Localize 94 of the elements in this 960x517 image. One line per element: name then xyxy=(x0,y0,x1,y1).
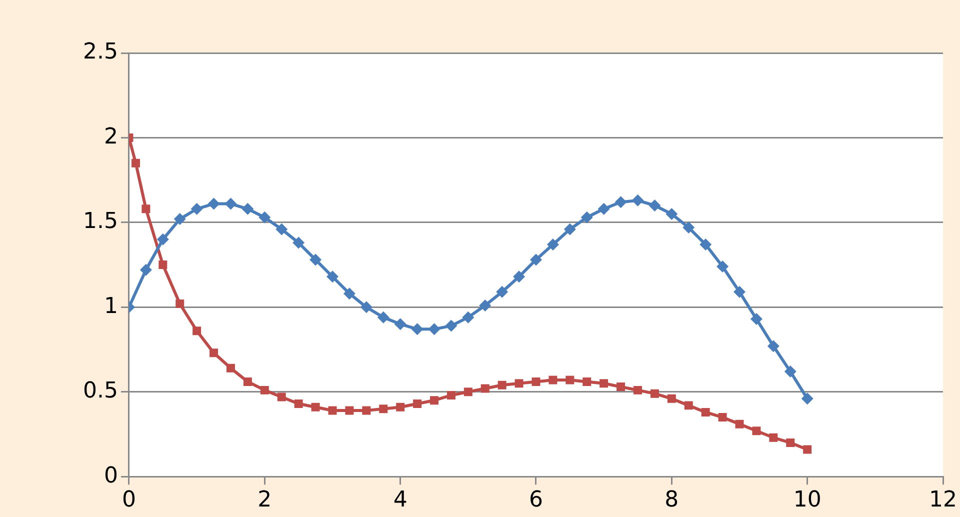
point xyxy=(530,254,542,266)
point xyxy=(769,433,778,442)
point xyxy=(208,198,220,210)
y-tick-label: 1.5 xyxy=(82,209,118,234)
point xyxy=(734,286,746,298)
point xyxy=(328,406,337,415)
point xyxy=(600,379,608,388)
point xyxy=(614,196,627,208)
x-tick-label: 2 xyxy=(258,488,272,513)
point xyxy=(192,326,202,336)
point xyxy=(158,260,168,270)
point xyxy=(411,323,424,336)
point xyxy=(226,364,235,372)
y-tick-label: 2.5 xyxy=(82,40,118,65)
point xyxy=(616,382,626,392)
point xyxy=(479,299,492,312)
y-tick-label: 2 xyxy=(104,124,118,150)
point xyxy=(310,254,322,266)
y-tick-label: 0 xyxy=(104,463,118,488)
point xyxy=(532,377,540,386)
point xyxy=(650,389,659,398)
point xyxy=(666,208,678,220)
point xyxy=(190,202,203,215)
point xyxy=(260,386,269,394)
point xyxy=(514,379,524,388)
point xyxy=(345,406,354,415)
point xyxy=(784,366,796,378)
point xyxy=(582,377,592,386)
point xyxy=(379,404,388,414)
point xyxy=(648,199,661,212)
point xyxy=(752,426,761,436)
point xyxy=(598,202,610,215)
point xyxy=(326,270,338,283)
point xyxy=(176,300,184,308)
point xyxy=(462,311,474,324)
x-tick-label: 8 xyxy=(664,488,679,513)
x-tick-label: 12 xyxy=(929,488,958,513)
x-tick-label: 4 xyxy=(393,488,408,513)
point xyxy=(343,288,356,300)
point xyxy=(242,202,254,215)
point xyxy=(396,402,405,412)
point xyxy=(682,222,695,234)
point xyxy=(566,376,574,384)
point xyxy=(513,270,526,283)
point xyxy=(210,348,218,358)
point xyxy=(140,264,152,276)
point xyxy=(142,204,150,214)
point xyxy=(174,213,186,226)
point xyxy=(786,438,795,447)
point xyxy=(413,400,422,408)
point xyxy=(498,380,506,390)
point xyxy=(224,198,237,210)
point xyxy=(311,402,320,412)
point xyxy=(801,392,814,405)
x-tick-label: 10 xyxy=(793,488,822,513)
point xyxy=(716,260,729,272)
point xyxy=(294,400,303,408)
point xyxy=(632,194,644,206)
x-tick-label: 6 xyxy=(528,488,543,513)
point xyxy=(480,384,490,393)
point xyxy=(258,211,271,224)
point xyxy=(362,406,371,415)
point xyxy=(564,223,576,236)
point xyxy=(277,392,286,402)
y-tick-label: 1 xyxy=(104,294,118,319)
point xyxy=(718,413,727,422)
point xyxy=(634,386,642,394)
point xyxy=(684,401,693,410)
point xyxy=(132,158,140,168)
point xyxy=(667,394,676,403)
point xyxy=(394,318,406,330)
point xyxy=(546,238,559,250)
point xyxy=(803,445,812,454)
y-tick-label: 0.5 xyxy=(82,378,118,404)
point xyxy=(445,320,458,332)
point xyxy=(430,396,438,405)
point xyxy=(750,313,762,326)
point xyxy=(360,301,372,314)
point xyxy=(735,420,744,428)
point xyxy=(767,340,780,352)
point xyxy=(700,238,712,250)
x-tick-label: 0 xyxy=(122,488,136,513)
point xyxy=(496,286,508,298)
point xyxy=(464,388,472,396)
point xyxy=(701,408,710,416)
point xyxy=(548,376,558,384)
point xyxy=(276,223,288,236)
point xyxy=(292,236,305,249)
point xyxy=(377,311,390,324)
point xyxy=(446,391,456,400)
point xyxy=(580,211,593,224)
point xyxy=(243,377,252,386)
point xyxy=(428,323,440,336)
point xyxy=(156,233,169,246)
